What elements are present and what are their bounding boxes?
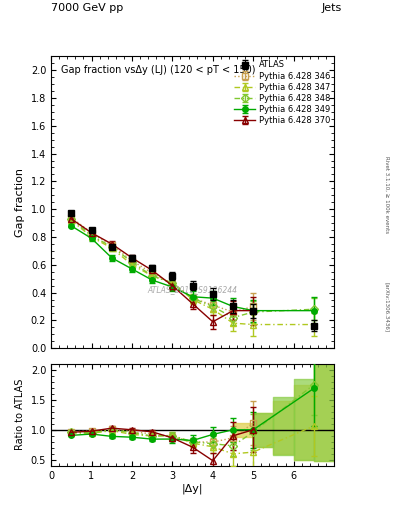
Legend: ATLAS, Pythia 6.428 346, Pythia 6.428 347, Pythia 6.428 348, Pythia 6.428 349, P: ATLAS, Pythia 6.428 346, Pythia 6.428 34…: [233, 59, 332, 126]
Text: 7000 GeV pp: 7000 GeV pp: [51, 3, 123, 13]
Text: ATLAS_2011_S9126244: ATLAS_2011_S9126244: [147, 285, 238, 294]
Text: Gap fraction vsΔy (LJ) (120 < pT < 150): Gap fraction vsΔy (LJ) (120 < pT < 150): [61, 65, 256, 75]
Text: [arXiv:1306.3436]: [arXiv:1306.3436]: [385, 282, 389, 332]
Text: Jets: Jets: [321, 3, 342, 13]
Y-axis label: Ratio to ATLAS: Ratio to ATLAS: [15, 379, 25, 451]
Text: Rivet 3.1.10, ≥ 100k events: Rivet 3.1.10, ≥ 100k events: [385, 156, 389, 233]
Y-axis label: Gap fraction: Gap fraction: [15, 168, 25, 237]
X-axis label: |Δy|: |Δy|: [182, 483, 203, 494]
